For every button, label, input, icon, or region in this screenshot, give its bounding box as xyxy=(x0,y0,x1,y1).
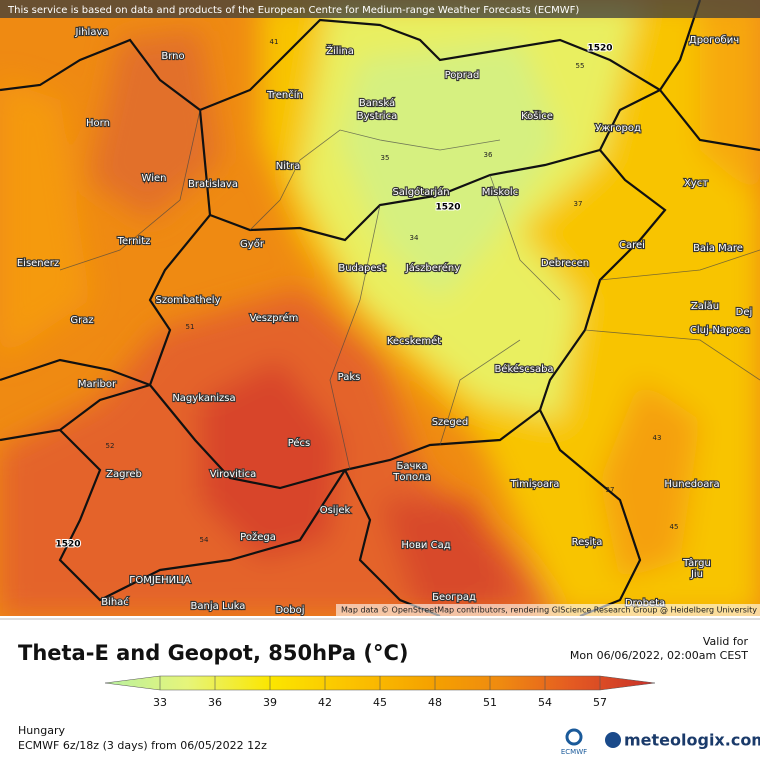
colorbar-label: 39 xyxy=(263,696,277,709)
city-label: Београд xyxy=(432,592,476,603)
city-label: Horn xyxy=(86,118,110,129)
city-label: Нови Сад xyxy=(401,540,450,551)
contour-label: 35 xyxy=(381,154,390,162)
city-label: Pécs xyxy=(288,437,311,449)
city-label: Топола xyxy=(392,472,430,483)
city-label: Brno xyxy=(161,51,184,62)
contour-label: 34 xyxy=(410,234,419,242)
attribution: Map data © OpenStreetMap contributors, r… xyxy=(341,606,757,615)
contour-label: 54 xyxy=(200,536,209,544)
ecmwf-logo xyxy=(565,728,583,746)
city-label: Târgu xyxy=(682,557,711,569)
city-label: Jihlava xyxy=(74,27,108,38)
brand-logo xyxy=(605,732,621,748)
colorbar-label: 33 xyxy=(153,696,167,709)
city-label: Cluj-Napoca xyxy=(690,325,750,336)
contour-label: 37 xyxy=(606,486,615,494)
city-label: Maribor xyxy=(78,379,117,390)
city-label: Győr xyxy=(240,238,265,250)
city-label: Baia Mare xyxy=(693,243,743,254)
city-label: Eisenerz xyxy=(17,258,59,269)
city-label: Дрогобич xyxy=(689,35,739,46)
city-label: Hunedoara xyxy=(664,479,719,490)
city-label: Békéscsaba xyxy=(494,363,553,375)
city-label: Bihać xyxy=(101,596,129,608)
city-label: Jiu xyxy=(690,569,703,580)
city-label: Osijek xyxy=(320,505,351,516)
city-label: Miskolc xyxy=(482,187,518,198)
contour-label: 41 xyxy=(270,38,279,46)
city-label: Хуст xyxy=(684,178,708,189)
city-label: Požega xyxy=(240,531,276,543)
colorbar-label: 54 xyxy=(538,696,552,709)
city-label: Ужгород xyxy=(595,123,641,134)
colorbar-label: 57 xyxy=(593,696,607,709)
contour-label: 52 xyxy=(106,442,115,450)
city-label: Košice xyxy=(521,110,553,122)
city-label: Szombathely xyxy=(155,295,220,306)
colorbar-label: 51 xyxy=(483,696,497,709)
city-label: Timișoara xyxy=(510,479,560,490)
brand: meteologix.com xyxy=(624,731,760,750)
city-label: Debrecen xyxy=(541,258,589,269)
colorbar-label: 48 xyxy=(428,696,442,709)
city-label: Banská xyxy=(359,97,395,109)
city-label: Bystrica xyxy=(357,111,397,122)
colorbar-label: 36 xyxy=(208,696,222,709)
run-info: ECMWF 6z/18z (3 days) from 06/05/2022 12… xyxy=(18,739,267,752)
city-label: Budapest xyxy=(338,263,385,274)
region: Hungary xyxy=(18,724,65,737)
city-label: Bratislava xyxy=(188,179,238,190)
city-label: Nitra xyxy=(276,161,300,172)
notice: This service is based on data and produc… xyxy=(7,5,579,16)
colorbar: 33 36 39 42 45 48 51 54 57 xyxy=(104,675,656,709)
city-label: Kecskemét xyxy=(387,335,441,347)
contour-label: 45 xyxy=(670,523,679,531)
colorbar-label: 45 xyxy=(373,696,387,709)
city-label: Trenčín xyxy=(266,89,303,101)
valid-time: Mon 06/06/2022, 02:00am CEST xyxy=(570,649,748,662)
city-label: Graz xyxy=(70,315,93,326)
city-label: Zagreb xyxy=(106,469,142,480)
city-label: Wien xyxy=(142,173,167,184)
notice-bar xyxy=(0,0,760,18)
contour-label: 55 xyxy=(576,62,585,70)
attribution-bg xyxy=(336,604,760,616)
contour-label: 43 xyxy=(653,434,662,442)
city-label: Zalău xyxy=(691,301,719,312)
contour-label: 51 xyxy=(186,323,195,331)
contour-label: 1520 xyxy=(435,203,460,213)
city-label: Szeged xyxy=(432,417,469,428)
contour-label: 37 xyxy=(574,200,583,208)
contour-label: 1520 xyxy=(587,44,612,54)
city-label: Paks xyxy=(338,372,361,383)
city-label: Poprad xyxy=(445,70,480,81)
city-label: Reșița xyxy=(572,537,603,548)
map: Jihlava Brno Žilina Poprad Дрогобич Tren… xyxy=(0,0,760,616)
contour-label: 36 xyxy=(484,151,493,159)
city-label: ГОМЈЕНИЦА xyxy=(129,575,191,586)
city-label: Veszprém xyxy=(250,312,299,324)
city-label: Žilina xyxy=(326,44,354,57)
city-label: Carei xyxy=(619,240,645,251)
title: Theta-E and Geopot, 850hPa (°C) xyxy=(18,641,408,665)
city-label: Banja Luka xyxy=(191,601,246,612)
colorbar-label: 42 xyxy=(318,696,332,709)
city-label: Jászberény xyxy=(405,262,460,274)
city-label: Nagykanizsa xyxy=(172,393,235,404)
city-label: Salgótarján xyxy=(392,186,449,198)
city-label: Ternitz xyxy=(117,236,151,247)
city-label: Dej xyxy=(736,307,753,318)
ecmwf-name: ECMWF xyxy=(561,748,587,756)
city-label: Бачка xyxy=(396,461,427,472)
city-label: Virovitica xyxy=(210,469,256,480)
contour-label: 1520 xyxy=(55,540,80,550)
city-label: Doboj xyxy=(275,605,304,616)
valid-label: Valid for xyxy=(703,635,749,648)
